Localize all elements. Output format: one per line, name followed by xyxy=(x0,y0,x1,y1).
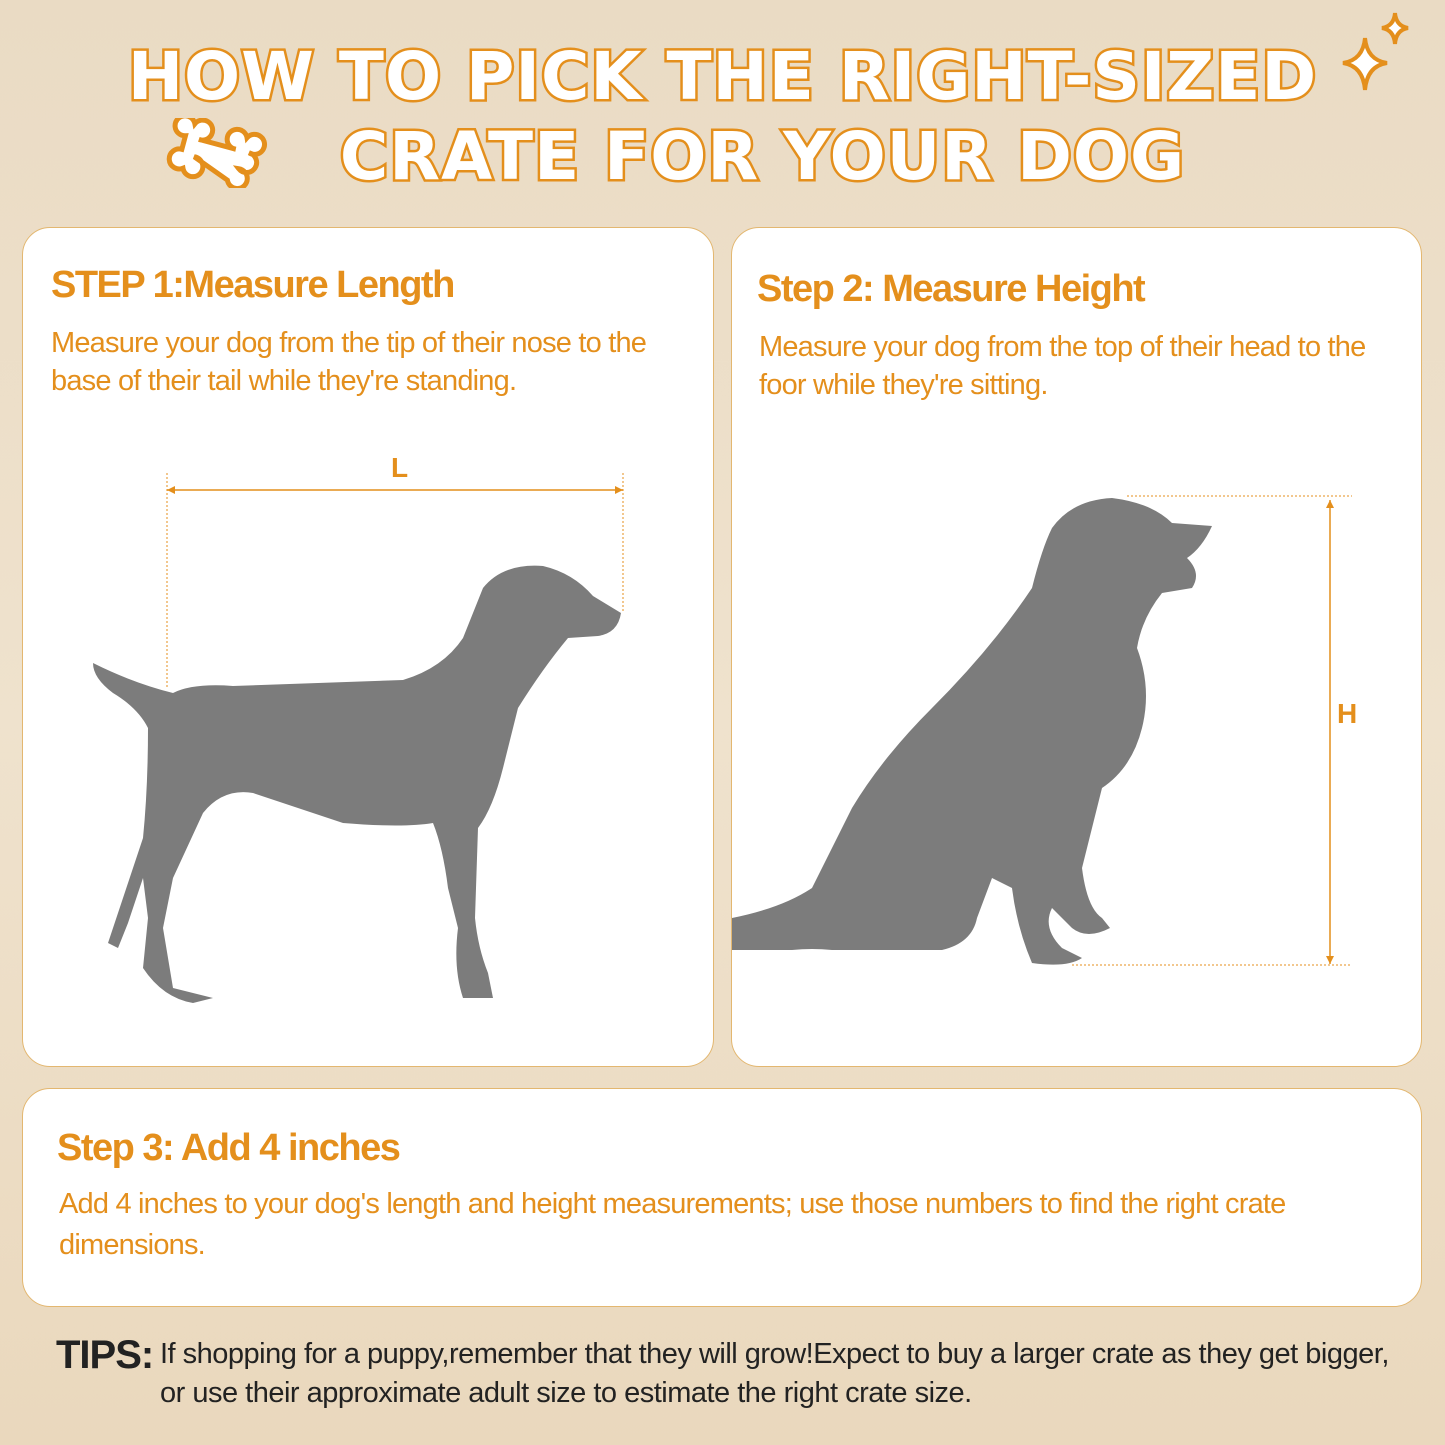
step-1-heading: STEP 1:Measure Length xyxy=(51,264,455,306)
step-3-card: Step 3: Add 4 inches Add 4 inches to you… xyxy=(22,1088,1422,1307)
step-3-text: Add 4 inches to your dog's length and he… xyxy=(59,1188,1286,1261)
step-1-text: Measure your dog from the tip of their n… xyxy=(51,327,647,397)
step-2-heading: Step 2: Measure Height xyxy=(757,268,1146,310)
step-2-text: Measure your dog from the top of their h… xyxy=(759,331,1366,401)
sparkle-icon xyxy=(1342,12,1409,91)
tips-label: TIPS: xyxy=(56,1333,154,1377)
title-line-1: HOW TO PICK THE RIGHT-SIZED xyxy=(125,36,1318,118)
step-1-card: STEP 1:Measure Length Measure your dog f… xyxy=(22,227,714,1067)
length-measure-arrow xyxy=(166,473,624,688)
step-2-card: Step 2: Measure Height Measure your dog … xyxy=(731,227,1422,1067)
title-line-2: CRATE FOR YOUR DOG xyxy=(337,116,1186,198)
standing-dog-silhouette xyxy=(93,565,621,1003)
length-label: L xyxy=(391,452,409,483)
bone-icon xyxy=(166,118,267,188)
tips-text: If shopping for a puppy,remember that th… xyxy=(160,1338,1389,1409)
height-measure-arrow xyxy=(1072,495,1352,966)
height-label: H xyxy=(1337,698,1358,729)
step-3-heading: Step 3: Add 4 inches xyxy=(57,1127,401,1169)
sitting-dog-silhouette xyxy=(732,498,1212,965)
